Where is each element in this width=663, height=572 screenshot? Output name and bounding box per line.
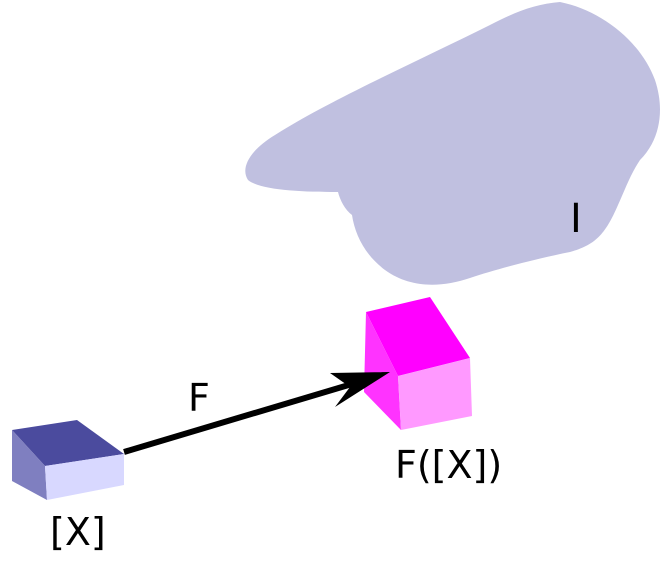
target-box-top	[366, 297, 470, 376]
target-box-side	[364, 312, 401, 430]
target-label: F([X])	[395, 443, 502, 487]
source-box-side	[12, 430, 47, 500]
region-i-shape	[245, 2, 660, 285]
source-label: [X]	[50, 510, 106, 554]
arrow-f-head	[330, 372, 390, 407]
source-box-top	[12, 420, 124, 466]
arrow-f	[123, 372, 390, 455]
source-box	[12, 420, 124, 500]
target-box	[364, 297, 472, 430]
arrow-f-shaft	[123, 381, 353, 455]
source-box-front	[45, 454, 124, 500]
region-label: I	[570, 196, 582, 242]
target-box-front	[398, 358, 472, 430]
arrow-label: F	[188, 376, 210, 420]
